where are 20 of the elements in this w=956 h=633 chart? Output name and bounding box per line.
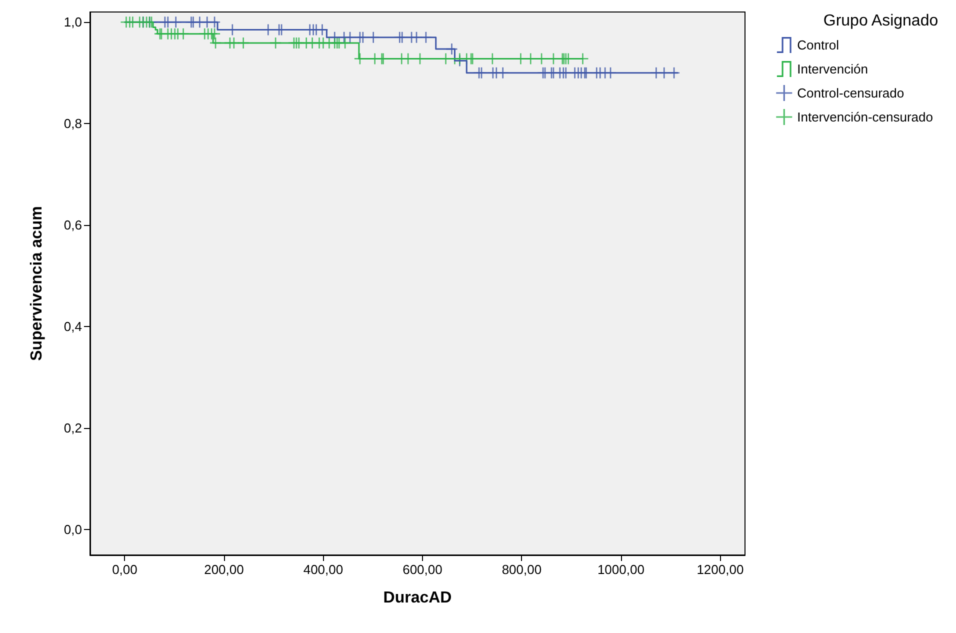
- y-tick-label: 0,6: [64, 218, 82, 233]
- x-axis-title: DuracAD: [383, 590, 452, 606]
- legend-title: Grupo Asignado: [823, 12, 938, 30]
- x-tick-label: 200,00: [204, 562, 244, 577]
- legend-label: Control-censurado: [797, 86, 904, 100]
- y-tick-label: 0,4: [64, 319, 82, 334]
- y-tick-label: 0,0: [64, 522, 82, 538]
- x-tick-label: 600,00: [402, 562, 442, 577]
- x-tick-label: 1000,00: [597, 562, 644, 577]
- x-tick-label: 1200,00: [696, 562, 744, 577]
- x-tick-label: 800,00: [502, 562, 542, 577]
- x-tick-label: 400,00: [303, 562, 344, 577]
- legend-label: Intervención: [797, 62, 868, 76]
- y-axis-title: Supervivencia acum: [28, 206, 46, 361]
- y-tick-label: 0,8: [64, 116, 82, 132]
- legend-label: Control: [797, 38, 840, 52]
- y-tick-label: 0,2: [64, 420, 82, 436]
- legend-label: Intervención-censurado: [797, 110, 933, 124]
- x-tick-label: 0,00: [112, 562, 138, 577]
- y-tick-label: 1,0: [64, 14, 82, 30]
